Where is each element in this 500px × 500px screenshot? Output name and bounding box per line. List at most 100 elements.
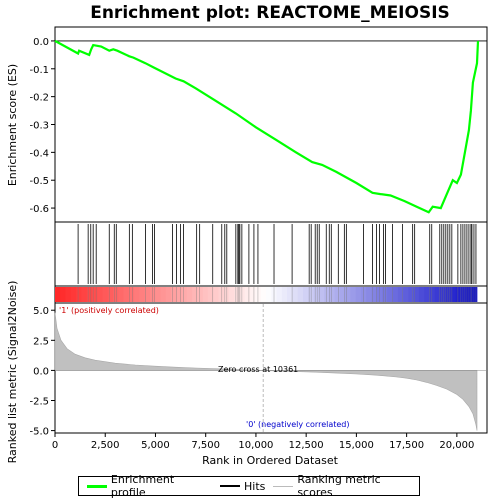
colorbar-segment [260, 287, 267, 302]
colorbar-segment [229, 287, 235, 302]
colorbar-segment [329, 287, 335, 302]
colorbar-segment [91, 287, 98, 302]
colorbar-segment [408, 287, 415, 302]
x-tick-label: 0 [52, 440, 58, 451]
hit-markers [77, 224, 477, 284]
x-tick-label: 10,000 [238, 440, 273, 451]
colorbar-segment [297, 287, 304, 302]
x-tick-label: 7,500 [191, 440, 220, 451]
hits-swatch-icon [220, 485, 241, 487]
colorbar-segment [70, 287, 77, 302]
colorbar-segment [134, 287, 140, 302]
x-tick-label: 5,000 [141, 440, 170, 451]
colorbar-segment [461, 287, 467, 302]
ranking-metric-area [54, 304, 487, 432]
colorbar-segment [118, 287, 124, 302]
es-tick-label: -0.3 [29, 121, 49, 132]
chart-title: Enrichment plot: REACTOME_MEIOSIS [90, 3, 450, 23]
colorbar-segment [123, 287, 130, 302]
metric-tick-label: -5.0 [29, 427, 49, 438]
legend-enrichment-label: Enrichment profile [110, 473, 175, 499]
colorbar-segment [160, 287, 167, 302]
colorbar-segment [287, 287, 293, 302]
metric-axis-label: Ranked list metric (Signal2Noise) [6, 281, 19, 464]
colorbar-segment [434, 287, 441, 302]
colorbar-segment [181, 287, 188, 302]
colorbar-segment [366, 287, 372, 302]
colorbar-segment [445, 287, 451, 302]
colorbar-segment [81, 287, 88, 302]
metric-tick-label: 5.0 [33, 306, 49, 317]
colorbar-segment [360, 287, 367, 302]
colorbar-segment [128, 287, 135, 302]
ranking-metric-series [54, 312, 478, 431]
colorbar-segment [218, 287, 225, 302]
metric-tick-label: -2.5 [29, 397, 49, 408]
x-axis-label: Rank in Ordered Dataset [202, 454, 339, 467]
x-tick-label: 15,000 [339, 440, 374, 451]
x-tick-label: 20,000 [439, 440, 474, 451]
colorbar-segment [165, 287, 172, 302]
colorbar-segment [234, 287, 241, 302]
colorbar-segment [397, 287, 404, 302]
colorbar-segment [244, 287, 251, 302]
colorbar-segment [382, 287, 388, 302]
colorbar-segment [440, 287, 446, 302]
legend-ranking-label: Ranking metric scores [297, 473, 381, 499]
colorbar-segment [371, 287, 378, 302]
colorbar-segment [155, 287, 161, 302]
x-tick-label: 17,500 [389, 440, 424, 451]
colorbar-segment [292, 287, 299, 302]
colorbar-segment [276, 287, 283, 302]
metric-tick-label: 2.5 [33, 336, 49, 347]
colorbar-segment [424, 287, 430, 302]
colorbar-segment [207, 287, 214, 302]
legend-hits-label: Hits [244, 479, 266, 493]
colorbar-segment [144, 287, 151, 302]
colorbar-segment [355, 287, 362, 302]
colorbar-segment [350, 287, 357, 302]
colorbar-segment [318, 287, 325, 302]
colorbar-segment [76, 287, 82, 302]
colorbar-segment [65, 287, 72, 302]
es-axis-label: Enrichment score (ES) [6, 64, 19, 186]
metric-tick-label: 0.0 [33, 366, 49, 377]
colorbar-segment [202, 287, 209, 302]
x-axis-ticks: 0 2,500 5,000 7,500 10,000 12,500 15,000 17,500… [52, 433, 474, 451]
colorbar-segment [413, 287, 420, 302]
colorbar-segment [455, 287, 462, 302]
colorbar-segment [60, 287, 66, 302]
es-tick-label: -0.4 [29, 148, 49, 159]
colorbar-segment [213, 287, 219, 302]
zero-cross-label: Zero cross at 10361 [218, 365, 298, 374]
hits-panel-frame [54, 221, 488, 287]
colorbar-segment [418, 287, 425, 302]
colorbar-segment [186, 287, 193, 302]
ranking-swatch-icon [273, 485, 294, 487]
colorbar-segment [255, 287, 262, 302]
positive-correlation-label: '1' (positively correlated) [59, 306, 159, 315]
es-axis-ticks: 0.0 -0.1 -0.2 -0.3 -0.4 -0.5 -0.6 [29, 37, 55, 215]
colorbar-segment [387, 287, 393, 302]
colorbar-segment [239, 287, 246, 302]
legend-item-hits: Hits [220, 480, 265, 493]
colorbar-segment [107, 287, 114, 302]
colorbar-segment [334, 287, 341, 302]
es-tick-label: -0.2 [29, 93, 49, 104]
colorbar-segment [139, 287, 146, 302]
colorbar-segment [192, 287, 198, 302]
metric-axis-ticks: 5.0 2.5 0.0 -2.5 -5.0 [29, 306, 55, 438]
es-tick-label: 0.0 [33, 37, 49, 48]
colorbar-segment [250, 287, 256, 302]
colorbar-segment [429, 287, 436, 302]
enrichment-profile-line [54, 39, 480, 214]
colorbar-segment [197, 287, 204, 302]
colorbar-segment [171, 287, 177, 302]
colorbar-segment [392, 287, 399, 302]
es-tick-label: -0.1 [29, 65, 49, 76]
colorbar-segment [302, 287, 309, 302]
colorbar-segment [471, 287, 478, 302]
colorbar-segment [466, 287, 473, 302]
colorbar-segment [113, 287, 119, 302]
x-tick-label: 2,500 [91, 440, 120, 451]
